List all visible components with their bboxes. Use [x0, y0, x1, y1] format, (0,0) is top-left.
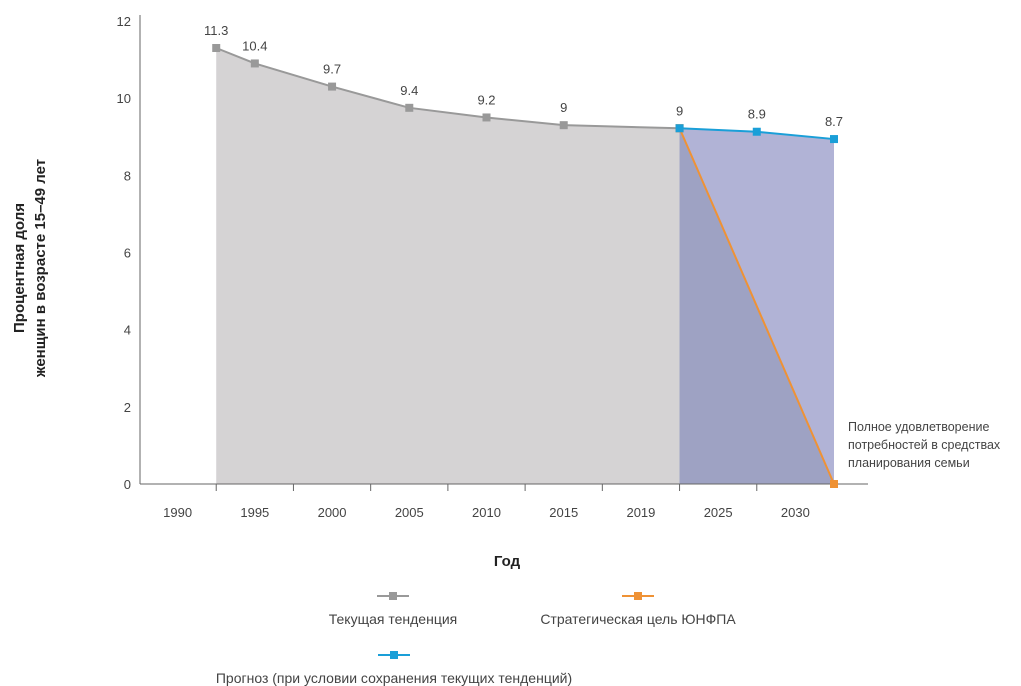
x-tick-label: 2025 — [704, 505, 733, 520]
legend: Текущая тенденция Стратегическая цель ЮН… — [216, 592, 736, 686]
data-label-current-trend: 9.4 — [400, 83, 418, 98]
x-tick-label: 2015 — [549, 505, 578, 520]
data-label-forecast: 9 — [676, 103, 683, 118]
point-forecast — [752, 127, 761, 136]
point-current-trend — [482, 113, 491, 122]
y-tick-label: 8 — [124, 168, 131, 183]
data-label-forecast: 8.7 — [825, 114, 843, 129]
chart-lines — [212, 44, 838, 488]
legend-item-forecast: Прогноз (при условии сохранения текущих … — [216, 651, 572, 686]
y-tick-label: 0 — [124, 477, 131, 492]
y-tick-label: 2 — [124, 400, 131, 415]
legend-label-strategic-goal: Стратегическая цель ЮНФПА — [540, 611, 736, 627]
point-forecast — [830, 135, 838, 144]
legend-item-strategic-goal: Стратегическая цель ЮНФПА — [540, 592, 736, 627]
x-tick-label: 1990 — [163, 505, 192, 520]
legend-label-current-trend: Текущая тенденция — [329, 611, 458, 627]
y-tick-label: 12 — [117, 14, 131, 29]
annotation-line-1: Полное удовлетворение — [848, 420, 989, 434]
data-label-current-trend: 9.2 — [477, 92, 495, 107]
area-current-trend — [216, 48, 680, 485]
chart-data-labels: 11.3 10.4 9.7 9.4 9.2 9 9 8.9 8.7 — [204, 23, 843, 129]
x-tick-label: 2019 — [626, 505, 655, 520]
data-label-current-trend: 11.3 — [204, 23, 228, 38]
y-axis-title-line1: Процентная доля — [11, 203, 28, 333]
y-tick-label: 6 — [124, 246, 131, 261]
x-axis-title: Год — [494, 553, 521, 570]
data-label-current-trend: 10.4 — [242, 38, 267, 53]
legend-item-current-trend: Текущая тенденция — [329, 592, 458, 627]
y-axis-title-line2: женщин в возрасте 15–49 лет — [32, 159, 49, 378]
annotation-line-3: планирования семьи — [848, 456, 970, 470]
data-label-forecast: 8.9 — [748, 107, 766, 122]
chart-areas — [216, 48, 834, 485]
y-tick-label: 10 — [117, 91, 131, 106]
line-strategic-goal — [678, 127, 835, 485]
point-current-trend — [405, 103, 414, 112]
annotation-line-2: потребностей в средствах — [848, 438, 1001, 452]
point-forecast — [675, 124, 684, 133]
legend-label-forecast: Прогноз (при условии сохранения текущих … — [216, 670, 572, 686]
point-current-trend — [559, 121, 568, 130]
x-tick-label: 2030 — [781, 505, 810, 520]
x-tick-label: 2010 — [472, 505, 501, 520]
y-tick-label: 4 — [124, 323, 131, 338]
point-strategic-goal — [830, 480, 838, 488]
chart-axes: 0 2 4 6 8 10 12 1990 1995 2000 2005 2010 2015 2019 202… — [117, 14, 868, 520]
data-label-current-trend: 9.7 — [323, 62, 341, 77]
point-current-trend — [212, 44, 221, 53]
point-current-trend — [250, 59, 259, 68]
point-current-trend — [328, 82, 337, 91]
x-tick-label: 1995 — [240, 505, 269, 520]
x-tick-label: 2000 — [318, 505, 347, 520]
data-label-current-trend: 9 — [560, 100, 567, 115]
x-tick-label: 2005 — [395, 505, 424, 520]
